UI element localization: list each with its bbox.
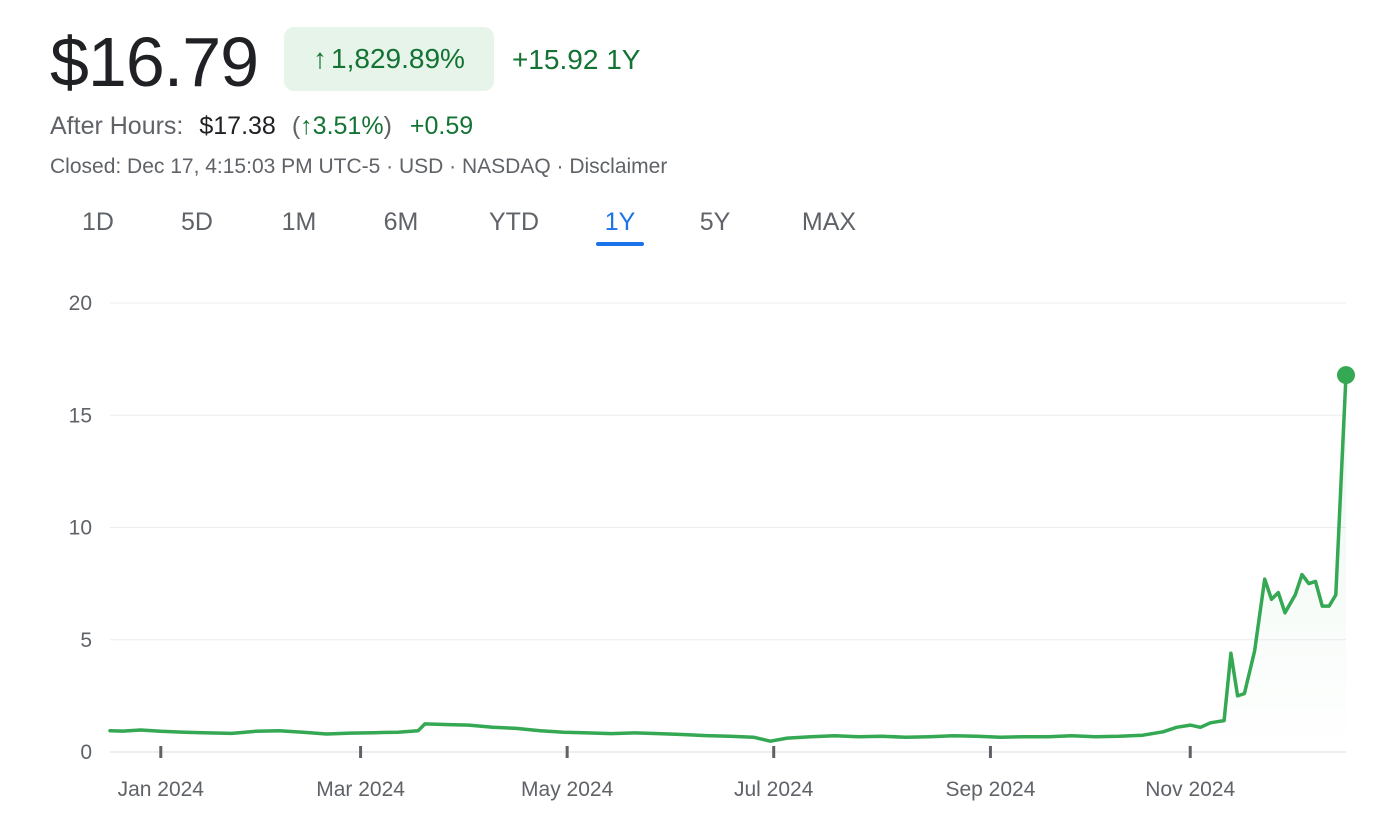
after-hours-paren-open: ( — [291, 112, 301, 140]
disclaimer-link[interactable]: Disclaimer — [569, 155, 668, 178]
after-hours-row: After Hours: $17.38 ( ↑ 3.51% ) +0.59 — [50, 108, 473, 144]
price-area — [110, 375, 1346, 752]
x-tick-label: Sep 2024 — [945, 778, 1035, 801]
latest-price-dot — [1337, 366, 1355, 385]
y-tick-label: 0 — [80, 741, 92, 764]
tab-5y[interactable]: 5Y — [699, 208, 731, 236]
market-status: Closed: Dec 17, 4:15:03 PM UTC-5 · USD ·… — [50, 152, 667, 182]
after-hours-paren-close: ) — [383, 112, 392, 140]
after-hours-percent: 3.51% — [312, 112, 384, 140]
change-percent-value: 1,829.89% — [331, 43, 465, 74]
after-hours-price: $17.38 — [199, 112, 276, 140]
x-tick-label: Jan 2024 — [118, 778, 205, 801]
arrow-up-icon: ↑ — [300, 112, 313, 140]
tab-5d[interactable]: 5D — [181, 208, 213, 236]
arrow-up-icon: ↑ — [313, 43, 328, 74]
change-percent-badge: ↑ 1,829.89% — [284, 27, 494, 91]
tab-6m[interactable]: 6M — [383, 208, 419, 236]
after-hours-label: After Hours: — [50, 112, 184, 140]
y-tick-label: 5 — [80, 629, 92, 652]
after-hours-delta: +0.59 — [409, 112, 474, 140]
change-absolute: +15.92 1Y — [512, 44, 641, 75]
x-tick-label: Jul 2024 — [734, 778, 814, 801]
tab-max[interactable]: MAX — [801, 208, 857, 236]
tab-ytd[interactable]: YTD — [489, 208, 539, 236]
y-tick-label: 15 — [69, 404, 92, 427]
market-status-text: Closed: Dec 17, 4:15:03 PM UTC-5 · USD ·… — [50, 155, 570, 178]
x-tick-label: May 2024 — [521, 778, 614, 801]
tab-1m[interactable]: 1M — [281, 208, 317, 236]
y-tick-label: 20 — [69, 292, 92, 315]
x-tick-label: Mar 2024 — [316, 778, 405, 801]
x-tick-label: Nov 2024 — [1145, 778, 1235, 801]
tab-1y[interactable]: 1Y — [604, 208, 636, 236]
active-tab-indicator — [596, 242, 644, 246]
y-tick-label: 10 — [69, 517, 92, 540]
tab-1d[interactable]: 1D — [82, 208, 114, 236]
price-line — [108, 373, 1348, 743]
current-price: $16.79 — [50, 23, 259, 101]
